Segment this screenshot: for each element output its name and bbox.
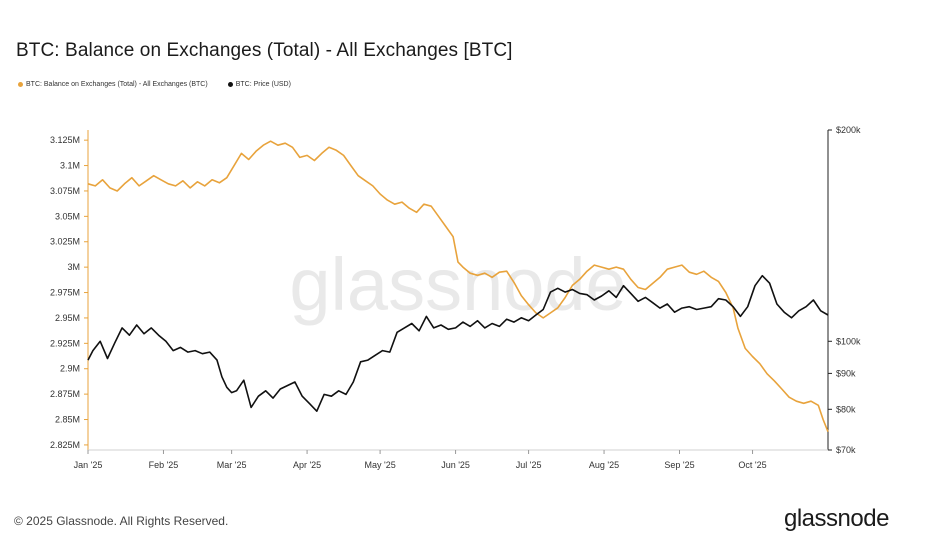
x-tick-label: Feb '25	[149, 460, 179, 470]
y-left-tick-label: 3.075M	[50, 186, 80, 196]
y-left-tick-label: 3.05M	[55, 211, 80, 221]
y-left-tick-label: 3.1M	[60, 161, 80, 171]
x-tick-label: Aug '25	[589, 460, 619, 470]
chart-legend: BTC: Balance on Exchanges (Total) - All …	[18, 81, 291, 88]
x-tick-label: Apr '25	[293, 460, 321, 470]
y-left-tick-label: 2.9M	[60, 364, 80, 374]
x-tick-label: May '25	[364, 460, 395, 470]
y-right-tick-label: $90k	[836, 368, 856, 378]
legend-dot-price	[227, 82, 233, 87]
price-series-line	[87, 274, 829, 412]
x-tick-label: Jul '25	[516, 460, 542, 470]
y-left-tick-label: 2.825M	[50, 440, 80, 450]
y-left-tick-label: 3.025M	[50, 237, 80, 247]
x-tick-label: Sep '25	[664, 460, 694, 470]
y-left-tick-label: 2.975M	[50, 288, 80, 298]
y-right-tick-label: $200k	[836, 125, 861, 135]
y-left-tick-label: 2.925M	[50, 338, 80, 348]
x-tick-label: Oct '25	[738, 460, 766, 470]
legend-item-balance[interactable]: BTC: Balance on Exchanges (Total) - All …	[18, 81, 208, 88]
x-tick-label: Mar '25	[217, 460, 247, 470]
y-left-tick-label: 2.875M	[50, 389, 80, 399]
legend-dot-balance	[18, 82, 23, 87]
y-left-tick-label: 2.85M	[55, 415, 80, 425]
y-left-tick-label: 2.95M	[55, 313, 80, 323]
glassnode-logo[interactable]: glassnode	[784, 505, 889, 532]
footer-copyright: © 2025 Glassnode. All Rights Reserved.	[14, 514, 229, 528]
x-tick-label: Jan '25	[74, 460, 103, 470]
y-left-tick-label: 3M	[67, 262, 80, 272]
y-left-tick-label: 3.125M	[50, 135, 80, 145]
watermark-text: glassnode	[289, 243, 626, 326]
legend-label-price: BTC: Price (USD)	[235, 81, 291, 88]
chart-title: BTC: Balance on Exchanges (Total) - All …	[16, 40, 513, 61]
balance-series-line	[87, 140, 829, 432]
y-right-tick-label: $100k	[836, 336, 861, 346]
legend-label-balance: BTC: Balance on Exchanges (Total) - All …	[26, 81, 208, 88]
legend-item-price[interactable]: BTC: Price (USD)	[227, 81, 291, 88]
x-tick-label: Jun '25	[441, 460, 470, 470]
y-right-tick-label: $80k	[836, 404, 856, 414]
y-right-tick-label: $70k	[836, 445, 856, 455]
